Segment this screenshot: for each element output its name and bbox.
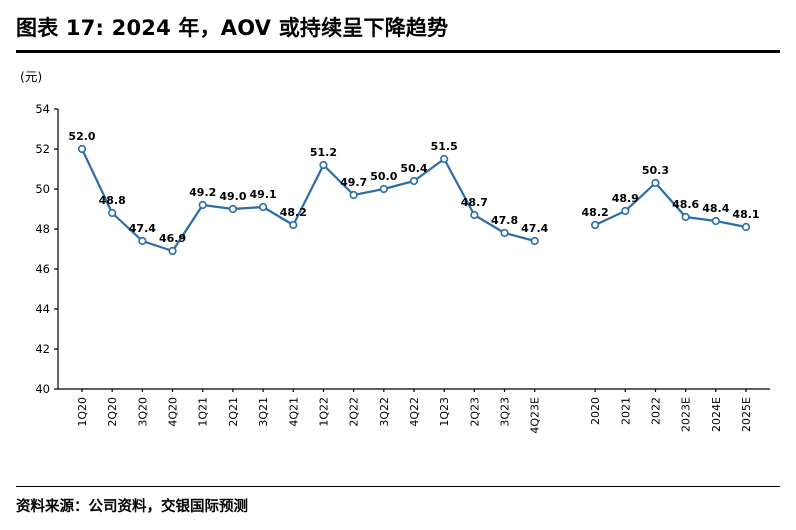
svg-text:2Q22: 2Q22 — [348, 397, 361, 427]
svg-text:44: 44 — [35, 302, 50, 316]
series-markers-quarterly-aov — [77, 145, 539, 256]
svg-text:1Q20: 1Q20 — [76, 397, 89, 427]
svg-text:3Q22: 3Q22 — [378, 397, 391, 427]
svg-text:2Q21: 2Q21 — [227, 397, 240, 427]
svg-text:49.1: 49.1 — [250, 188, 277, 201]
svg-text:47.4: 47.4 — [521, 222, 548, 235]
svg-text:52: 52 — [35, 142, 50, 156]
svg-text:48.8: 48.8 — [99, 194, 126, 207]
svg-text:2020: 2020 — [589, 397, 602, 425]
svg-text:47.4: 47.4 — [129, 222, 156, 235]
svg-text:2022: 2022 — [649, 397, 662, 425]
svg-text:1Q22: 1Q22 — [317, 397, 330, 427]
svg-text:49.2: 49.2 — [189, 186, 216, 199]
svg-text:2025E: 2025E — [740, 397, 753, 432]
svg-text:50.4: 50.4 — [400, 162, 427, 175]
svg-text:48.1: 48.1 — [732, 208, 759, 221]
svg-text:2024E: 2024E — [710, 397, 723, 432]
svg-text:1Q23: 1Q23 — [438, 397, 451, 427]
svg-text:48: 48 — [35, 222, 50, 236]
svg-text:4Q20: 4Q20 — [167, 397, 180, 427]
svg-text:1Q21: 1Q21 — [197, 397, 210, 427]
series-line-quarterly-aov — [80, 148, 536, 253]
svg-text:50.3: 50.3 — [642, 164, 669, 177]
title-divider — [16, 50, 780, 54]
svg-text:49.0: 49.0 — [219, 190, 246, 203]
svg-text:2021: 2021 — [619, 397, 632, 425]
chart-header: 图表 17: 2024 年，AOV 或持续呈下降趋势 — [0, 0, 796, 41]
svg-text:48.6: 48.6 — [672, 198, 699, 211]
y-axis-unit-label: (元) — [20, 69, 43, 85]
svg-text:2Q20: 2Q20 — [106, 397, 119, 427]
axes — [54, 108, 770, 393]
svg-text:40: 40 — [35, 382, 50, 396]
chart-title: 图表 17: 2024 年，AOV 或持续呈下降趋势 — [16, 16, 449, 40]
svg-text:47.8: 47.8 — [491, 214, 518, 227]
svg-text:51.5: 51.5 — [431, 140, 458, 153]
svg-text:51.2: 51.2 — [310, 146, 337, 159]
svg-text:3Q23: 3Q23 — [499, 397, 512, 427]
svg-text:50.0: 50.0 — [370, 170, 397, 183]
x-axis-labels: 1Q20 2Q20 3Q20 4Q20 1Q21 2Q21 3Q21 4Q21 1Q22 2Q22… — [76, 397, 753, 434]
svg-text:52.0: 52.0 — [68, 130, 95, 143]
series-markers-annual-aov — [590, 179, 751, 232]
svg-text:3Q21: 3Q21 — [257, 397, 270, 427]
data-labels: 52.048.847.446.949.2 49.0 49.148.251.249.7… — [68, 130, 759, 245]
svg-text:4Q22: 4Q22 — [408, 397, 421, 427]
svg-text:48.9: 48.9 — [612, 192, 639, 205]
svg-text:50: 50 — [35, 182, 50, 196]
svg-text:2Q23: 2Q23 — [468, 397, 481, 427]
svg-text:48.2: 48.2 — [280, 206, 307, 219]
source-note: 资料来源：公司资料，交银国际预测 — [16, 486, 780, 530]
svg-text:2023E: 2023E — [680, 397, 693, 432]
svg-text:4Q21: 4Q21 — [287, 397, 300, 427]
svg-text:48.4: 48.4 — [702, 202, 729, 215]
series-line-annual-aov — [593, 182, 748, 229]
svg-text:54: 54 — [35, 102, 50, 116]
svg-text:3Q20: 3Q20 — [136, 397, 149, 427]
svg-text:46.9: 46.9 — [159, 232, 186, 245]
y-axis-labels: 40 42 44 46 48 50 52 54 — [35, 102, 50, 396]
svg-text:4Q23E: 4Q23E — [529, 397, 542, 434]
svg-text:48.7: 48.7 — [461, 196, 488, 209]
svg-text:46: 46 — [35, 262, 50, 276]
svg-text:48.2: 48.2 — [582, 206, 609, 219]
svg-text:42: 42 — [35, 342, 50, 356]
svg-text:49.7: 49.7 — [340, 176, 367, 189]
